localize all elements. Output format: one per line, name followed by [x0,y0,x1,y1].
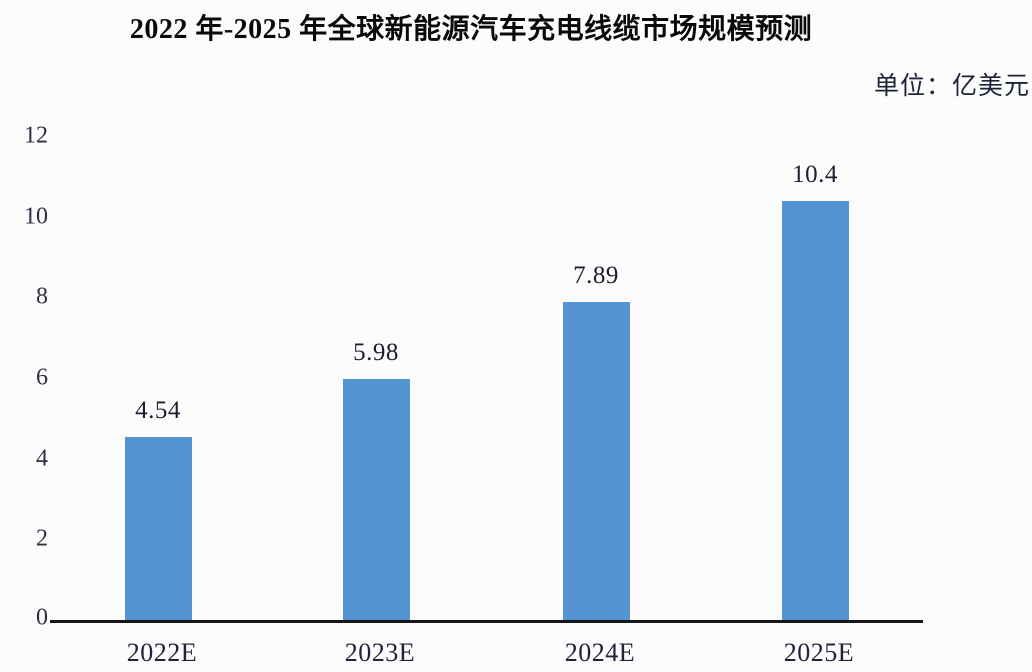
x-tick-label-2025E: 2025E [783,638,855,667]
bar-value-label: 7.89 [573,261,619,289]
x-axis-line [50,620,923,623]
y-tick-label: 2 [36,525,48,552]
bar-2025E [781,200,849,620]
y-tick-label: 8 [36,283,48,310]
chart-title: 2022 年-2025 年全球新能源汽车充电线缆市场规模预测 [129,14,813,45]
y-tick-label: 12 [24,122,48,149]
y-tick-label: 4 [36,445,48,472]
unit-label: 单位：亿美元 [873,73,1030,100]
x-tick-label-2022E: 2022E [126,638,198,667]
bar-2024E [562,301,630,620]
bar-value-label: 10.4 [792,160,838,188]
y-tick-label: 0 [36,604,48,631]
y-tick-label: 10 [24,203,48,230]
y-tick-label: 6 [36,364,48,391]
bar-value-label: 5.98 [353,338,399,366]
bar-2022E [124,436,192,620]
x-tick-label-2023E: 2023E [344,638,416,667]
bar-value-label: 4.54 [135,396,181,424]
x-tick-label-2024E: 2024E [564,638,636,667]
bar-2023E [342,378,410,620]
